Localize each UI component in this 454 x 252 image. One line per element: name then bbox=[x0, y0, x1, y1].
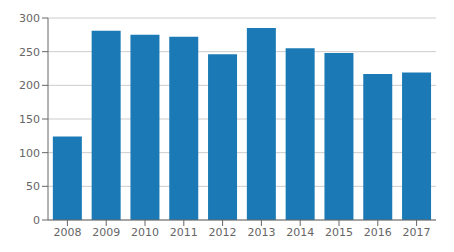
svg-text:150: 150 bbox=[19, 113, 40, 126]
svg-text:2012: 2012 bbox=[209, 226, 237, 239]
svg-text:2011: 2011 bbox=[170, 226, 198, 239]
svg-text:50: 50 bbox=[26, 180, 40, 193]
svg-text:2017: 2017 bbox=[403, 226, 431, 239]
svg-text:100: 100 bbox=[19, 147, 40, 160]
svg-text:2013: 2013 bbox=[247, 226, 275, 239]
svg-text:0: 0 bbox=[33, 214, 40, 227]
svg-text:2014: 2014 bbox=[286, 226, 314, 239]
svg-text:2008: 2008 bbox=[53, 226, 81, 239]
svg-text:2015: 2015 bbox=[325, 226, 353, 239]
svg-text:2010: 2010 bbox=[131, 226, 159, 239]
svg-text:300: 300 bbox=[19, 12, 40, 25]
svg-text:200: 200 bbox=[19, 79, 40, 92]
svg-text:250: 250 bbox=[19, 46, 40, 59]
svg-text:2016: 2016 bbox=[364, 226, 392, 239]
svg-text:2009: 2009 bbox=[92, 226, 120, 239]
